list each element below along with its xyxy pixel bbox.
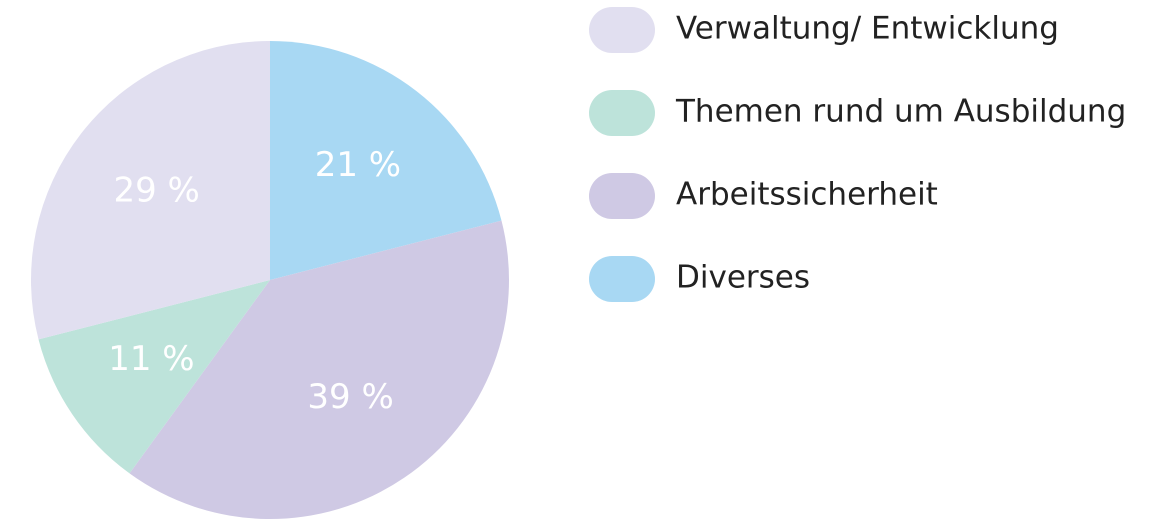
value-label: 39 % [307,377,393,417]
value-label: 29 % [113,171,199,211]
legend-swatch [589,90,655,136]
pie-slice [38,280,271,474]
legend-label: Verwaltung/ Entwicklung [676,11,1059,47]
legend-label: Themen rund um Ausbildung [675,94,1126,130]
pie-slice [30,41,271,340]
value-label: 21 % [315,145,401,185]
pie-slice [129,220,509,519]
legend-swatch [589,7,655,53]
value-label: 11 % [108,339,194,379]
legend-swatch [589,256,655,302]
legend-label: Diverses [676,260,810,296]
pie-slice [270,41,502,280]
legend-swatch [589,173,655,219]
legend-label: Arbeitssicherheit [676,177,938,213]
